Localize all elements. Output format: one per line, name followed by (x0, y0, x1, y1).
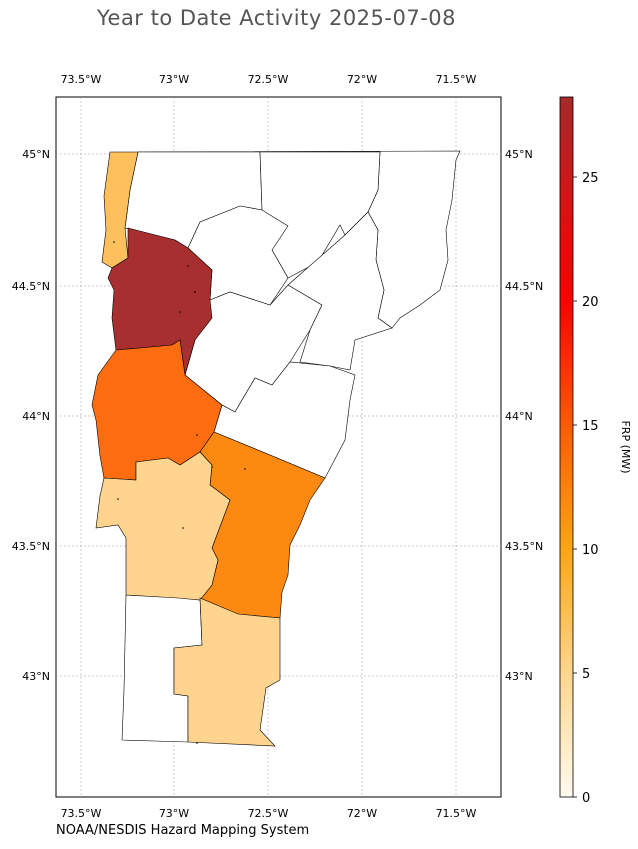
svg-text:72.5°W: 72.5°W (248, 73, 289, 86)
colorbar-label: FRP (MW) (619, 420, 632, 473)
county-windham (173, 597, 281, 747)
svg-text:43°N: 43°N (22, 670, 50, 683)
lon-labels-top: 73.5°W 73°W 72.5°W 72°W 71.5°W (61, 73, 477, 86)
lon-labels-bottom: 73.5°W 73°W 72.5°W 72°W 71.5°W (61, 807, 477, 820)
colorbar-gradient (559, 96, 574, 798)
svg-text:73.5°W: 73.5°W (61, 807, 102, 820)
svg-text:43.5°N: 43.5°N (12, 540, 50, 553)
colorbar-tick-25: 25 (582, 171, 599, 186)
svg-text:43°N: 43°N (505, 670, 533, 683)
colorbar-tick-15: 15 (582, 419, 599, 434)
svg-text:73°W: 73°W (159, 73, 189, 86)
svg-text:71.5°W: 71.5°W (436, 73, 477, 86)
county-polygons (91, 150, 461, 747)
svg-text:71.5°W: 71.5°W (436, 807, 477, 820)
svg-text:73.5°W: 73.5°W (61, 73, 102, 86)
svg-text:44°N: 44°N (22, 410, 50, 423)
svg-text:73°W: 73°W (159, 807, 189, 820)
fire-detections (113, 241, 246, 744)
map-title: Year to Date Activity 2025-07-08 (96, 6, 456, 30)
svg-text:72°W: 72°W (347, 807, 377, 820)
svg-text:72.5°W: 72.5°W (248, 807, 289, 820)
data-credit: NOAA/NESDIS Hazard Mapping System (56, 823, 310, 838)
svg-text:43.5°N: 43.5°N (505, 540, 543, 553)
colorbar-ticks (573, 176, 577, 798)
svg-text:72°W: 72°W (347, 73, 377, 86)
colorbar-tick-0: 0 (582, 791, 590, 806)
svg-text:45°N: 45°N (22, 148, 50, 161)
lat-labels-right: 45°N 44.5°N 44°N 43.5°N 43°N (505, 148, 543, 683)
colorbar-tick-10: 10 (582, 543, 599, 558)
lat-labels-left: 45°N 44.5°N 44°N 43.5°N 43°N (12, 148, 50, 683)
colorbar: 0 5 10 15 20 25 FRP (MW) (559, 96, 632, 806)
svg-text:45°N: 45°N (505, 148, 533, 161)
svg-text:44.5°N: 44.5°N (505, 280, 543, 293)
svg-text:44.5°N: 44.5°N (12, 280, 50, 293)
county-east-central (287, 211, 393, 371)
colorbar-tick-5: 5 (582, 667, 590, 682)
colorbar-tick-20: 20 (582, 295, 599, 310)
county-rutland (95, 451, 231, 601)
svg-text:44°N: 44°N (505, 410, 533, 423)
